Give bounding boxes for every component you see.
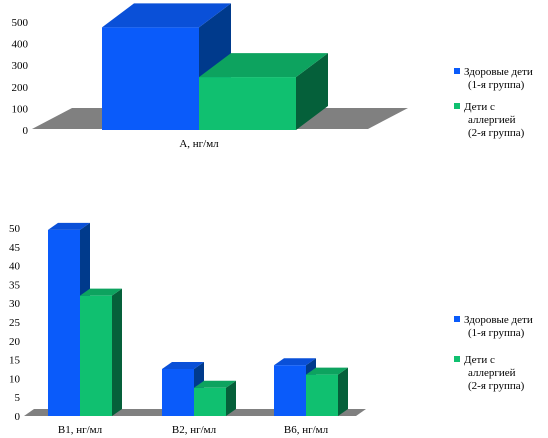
y-tick-label: 300	[12, 60, 29, 72]
legend: Здоровые дети(1-я группа) Дети саллергией…	[454, 314, 533, 392]
y-tick-label: 20	[9, 336, 21, 348]
legend-label: (1-я группа)	[468, 79, 525, 91]
chart-vitamin-a: 0 100 200 300 400 500 A, нг/мл Здоровые дети(1-…	[12, 3, 533, 150]
y-tick-label: 45	[9, 242, 21, 254]
legend-label: Дети с	[464, 101, 495, 113]
bar-allergy-0	[80, 288, 122, 416]
bar-front	[162, 369, 194, 416]
bar-front	[306, 374, 338, 416]
bar-top	[306, 367, 348, 375]
y-tick-label: 5	[15, 392, 21, 404]
legend-swatch	[454, 103, 460, 109]
bar-side	[112, 288, 122, 416]
legend-label: аллергией	[468, 114, 516, 126]
category-label: B6, нг/мл	[284, 424, 329, 436]
bar-front	[194, 387, 226, 416]
bar-front	[48, 229, 80, 416]
bar-allergy-1	[194, 380, 236, 416]
y-tick-label: 0	[23, 125, 29, 137]
bar-side	[296, 53, 328, 130]
y-tick-label: 30	[9, 298, 21, 310]
legend-label: Дети с	[464, 354, 495, 366]
y-tick-label: 35	[9, 279, 21, 291]
bar-top	[102, 3, 231, 28]
bar-top	[194, 380, 236, 388]
bar-top	[80, 288, 122, 296]
bar-healthy-1	[162, 362, 204, 416]
legend: Здоровые дети(1-я группа) Дети саллергией…	[454, 66, 533, 139]
legend-swatch	[454, 316, 460, 322]
y-tick-label: 500	[12, 17, 29, 29]
legend-label: (2-я группа)	[468, 380, 525, 392]
y-tick-label: 50	[9, 223, 21, 235]
bar-top	[199, 53, 328, 78]
bar-allergy-2	[306, 367, 348, 416]
legend-label: аллергией	[468, 367, 516, 379]
bar-front	[274, 365, 306, 416]
bar-side	[338, 367, 348, 416]
legend-label: (2-я группа)	[468, 127, 525, 139]
y-tick-label: 400	[12, 39, 29, 51]
bar-side	[226, 380, 236, 416]
bar-top	[274, 358, 316, 366]
bar-front	[80, 295, 112, 416]
bar-front	[199, 77, 296, 130]
legend-label: Здоровые дети	[464, 66, 533, 78]
bar-allergy-0	[199, 53, 328, 130]
category-label: A, нг/мл	[179, 138, 219, 150]
chart-vitamin-b: 0 5 10 15 20 25 30 35 40 45 50 B1, нг/мл B2, нг/мл B6…	[9, 222, 533, 436]
bar-front	[102, 27, 199, 130]
y-tick-label: 15	[9, 355, 21, 367]
y-tick-label: 10	[9, 373, 21, 385]
bar-top	[48, 222, 90, 230]
y-tick-label: 200	[12, 82, 29, 94]
y-tick-label: 40	[9, 261, 21, 273]
category-label: B1, нг/мл	[58, 424, 103, 436]
legend-label: Здоровые дети	[464, 314, 533, 326]
y-tick-label: 25	[9, 317, 21, 329]
y-tick-label: 0	[15, 411, 21, 423]
legend-label: (1-я группа)	[468, 327, 525, 339]
legend-swatch	[454, 68, 460, 74]
category-label: B2, нг/мл	[172, 424, 217, 436]
y-tick-label: 100	[12, 103, 29, 115]
legend-swatch	[454, 356, 460, 362]
bar-top	[162, 362, 204, 369]
